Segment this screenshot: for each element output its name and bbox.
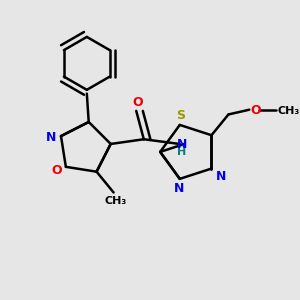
Text: H: H (177, 148, 186, 158)
Text: N: N (176, 138, 187, 152)
Text: S: S (176, 109, 185, 122)
Text: CH₃: CH₃ (104, 196, 127, 206)
Text: N: N (174, 182, 184, 195)
Text: N: N (46, 131, 57, 145)
Text: O: O (133, 96, 143, 109)
Text: N: N (216, 169, 226, 183)
Text: O: O (51, 164, 62, 177)
Text: O: O (250, 104, 261, 117)
Text: CH₃: CH₃ (278, 106, 300, 116)
